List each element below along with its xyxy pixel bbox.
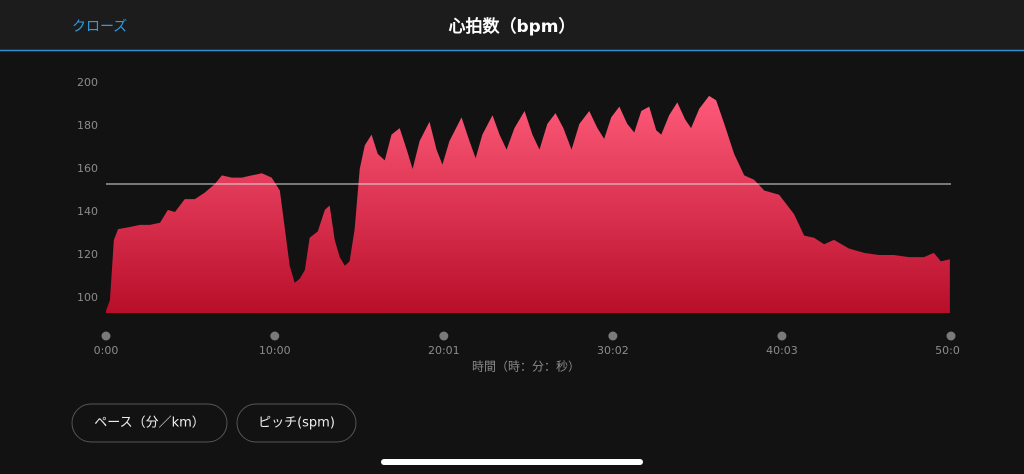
x-tick-dot	[608, 331, 618, 341]
close-button[interactable]: クローズ	[72, 19, 127, 35]
x-tick-label: 10:00	[259, 344, 291, 357]
x-tick-label: 40:03	[766, 344, 798, 357]
x-tick-label: 50:04	[935, 344, 967, 357]
x-tick-label: 30:02	[597, 344, 629, 357]
x-tick-dot	[439, 331, 449, 341]
heart-rate-area	[106, 95, 950, 314]
x-axis-label: 時間（時：分：秒）	[472, 360, 580, 374]
x-tick-label: 0:00	[94, 344, 119, 357]
x-tick-dot	[101, 331, 111, 341]
pace-button[interactable]	[71, 403, 228, 443]
chart: 100 120 140 160 180 200 0:00 10:00 20:01 30:02 40:…	[77, 76, 967, 357]
cadence-button-label[interactable]: ピッチ(spm)	[258, 416, 335, 431]
cadence-button[interactable]	[236, 403, 357, 443]
pace-button-label[interactable]: ペース（分／km）	[94, 416, 205, 431]
x-tick-dot	[270, 331, 280, 341]
y-tick-label: 180	[77, 119, 98, 132]
y-tick-label: 160	[77, 162, 98, 175]
x-tick-label: 20:01	[428, 344, 460, 357]
top-bar	[0, 0, 1024, 50]
page-title: 心拍数（bpm）	[448, 16, 575, 37]
y-tick-label: 120	[77, 248, 98, 261]
x-tick-dot	[777, 331, 787, 341]
y-tick-label: 100	[77, 291, 98, 304]
home-indicator	[381, 459, 643, 465]
y-tick-label: 140	[77, 205, 98, 218]
y-tick-label: 200	[77, 76, 98, 89]
x-tick-dot	[946, 331, 956, 341]
